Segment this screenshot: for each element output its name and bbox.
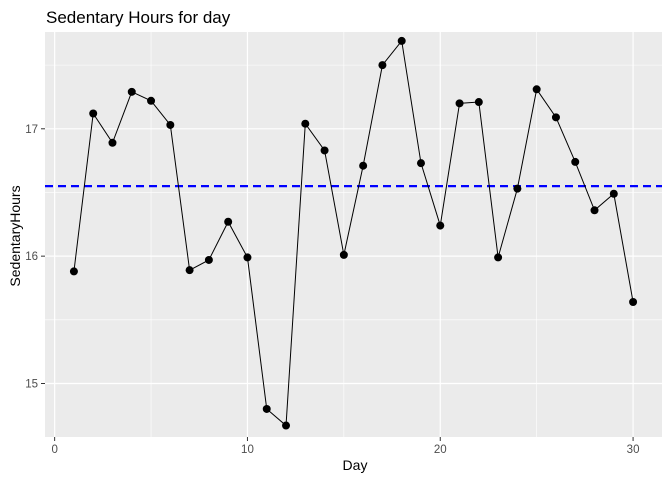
data-point — [108, 138, 117, 147]
grid-major — [45, 32, 662, 437]
data-point — [590, 206, 599, 215]
data-point — [532, 85, 541, 94]
data-point — [185, 266, 194, 275]
data-point — [609, 189, 618, 198]
series-line — [73, 39, 634, 427]
x-tick-label: 0 — [51, 444, 57, 456]
data-point — [629, 298, 638, 306]
data-point — [474, 98, 483, 107]
data-point — [89, 109, 98, 118]
y-tick-label: 15 — [25, 379, 38, 391]
data-point — [494, 253, 503, 262]
data-point — [320, 146, 329, 155]
data-point — [282, 421, 291, 430]
x-tick-label: 20 — [434, 444, 447, 456]
data-point — [301, 119, 310, 128]
data-point — [378, 61, 387, 70]
chart-title: Sedentary Hours for day — [46, 8, 231, 27]
y-axis-title: SedentaryHours — [7, 185, 23, 286]
data-point — [359, 161, 368, 170]
data-point — [262, 404, 271, 413]
y-tick-label: 17 — [25, 124, 38, 136]
data-point — [69, 267, 78, 276]
data-point — [204, 255, 213, 264]
data-point — [127, 87, 136, 96]
y-axis: 15 16 17 — [25, 124, 45, 391]
series-layer — [69, 36, 638, 430]
plot-panel — [45, 32, 662, 437]
x-axis-title: Day — [343, 457, 368, 473]
x-axis: 0 10 20 30 — [51, 437, 639, 456]
data-point — [416, 159, 425, 168]
data-point — [513, 184, 522, 193]
data-point — [147, 96, 156, 105]
grid-minor — [45, 32, 662, 437]
data-point — [224, 217, 233, 226]
data-point — [243, 253, 252, 262]
data-point — [436, 221, 445, 230]
data-point — [455, 99, 464, 108]
data-point — [551, 113, 560, 122]
data-point — [397, 36, 406, 45]
y-tick-label: 16 — [25, 251, 38, 263]
x-tick-label: 30 — [627, 444, 640, 456]
data-point — [166, 120, 175, 129]
x-tick-label: 10 — [241, 444, 254, 456]
data-point — [571, 157, 580, 166]
data-point — [339, 250, 348, 259]
